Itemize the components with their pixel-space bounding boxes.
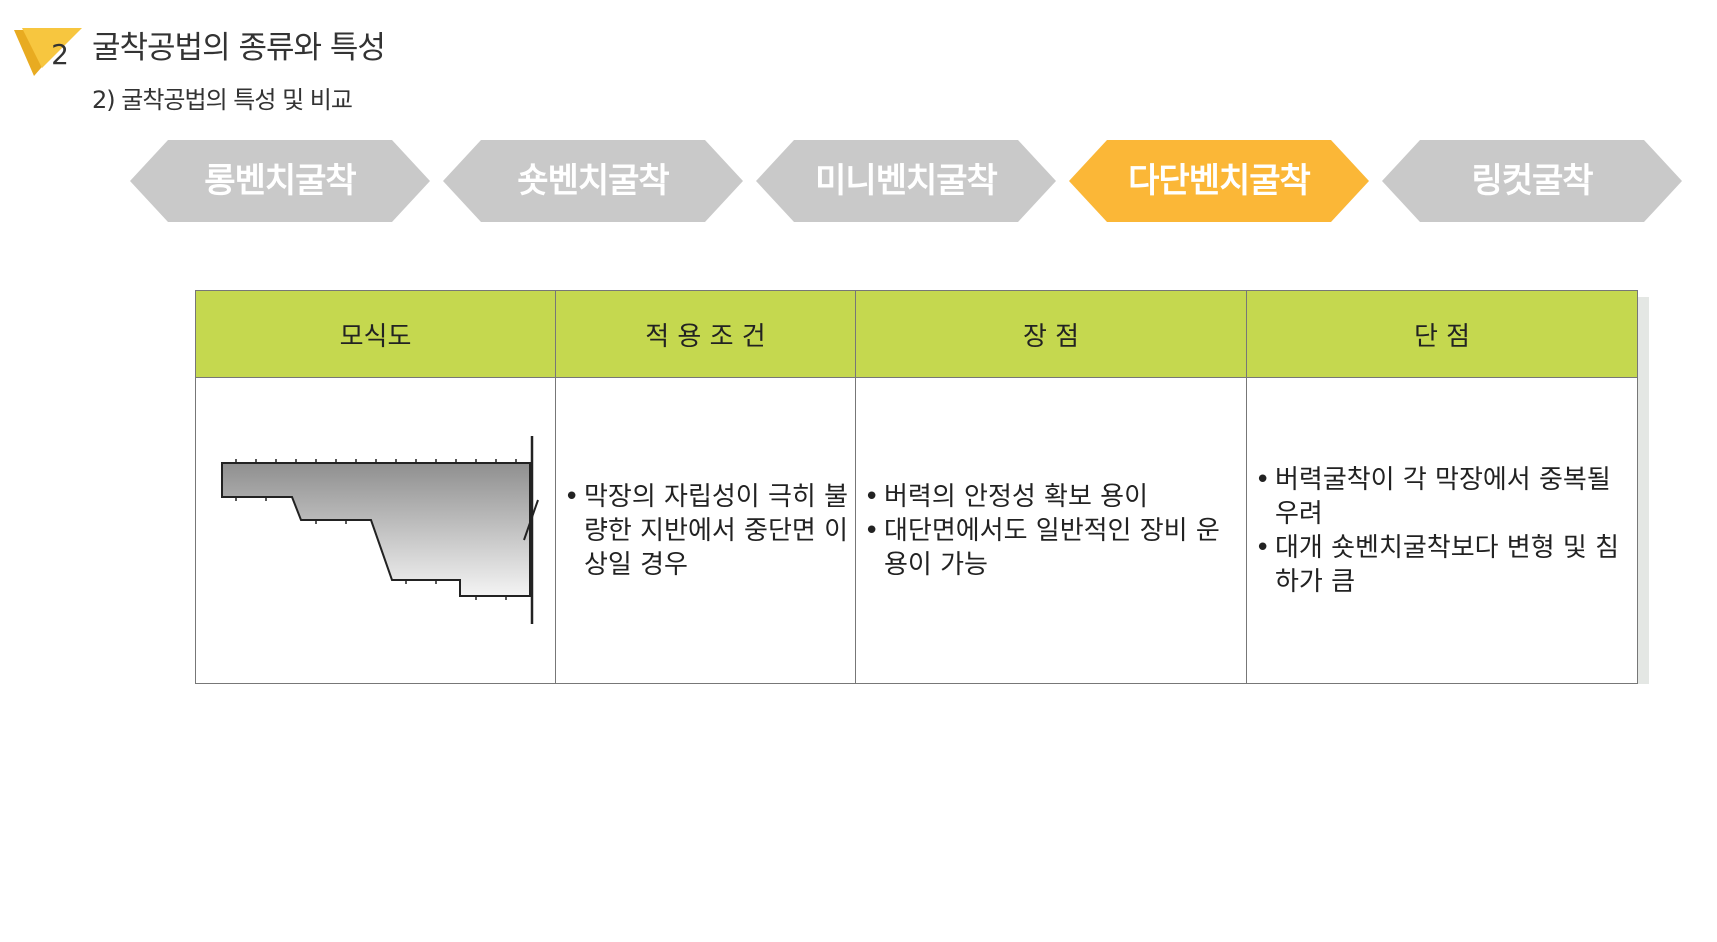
disadvantages-list: 버력굴착이 각 막장에서 중복될 우려 대개 숏벤치굴착보다 변형 및 침하가 … <box>1253 463 1631 599</box>
list-item: 대개 숏벤치굴착보다 변형 및 침하가 큼 <box>1253 531 1631 599</box>
list-item: 버력의 안정성 확보 용이 <box>862 480 1240 514</box>
tab-ring-cut[interactable]: 링컷굴착 <box>1382 140 1682 222</box>
section-number: 2 <box>51 38 69 71</box>
table-header-row: 모식도 적 용 조 건 장 점 단 점 <box>195 290 1638 378</box>
multi-bench-excavation-diagram <box>221 436 539 624</box>
list-item: 막장의 자립성이 극히 불량한 지반에서 중단면 이상일 경우 <box>562 480 849 582</box>
section-title: 굴착공법의 종류와 특성 <box>92 30 386 66</box>
yellow-triangle-icon <box>14 28 82 76</box>
disadvantages-cell: 버력굴착이 각 막장에서 중복될 우려 대개 숏벤치굴착보다 변형 및 침하가 … <box>1246 377 1638 684</box>
tab-mini-bench[interactable]: 미니벤치굴착 <box>756 140 1056 222</box>
list-item: 대단면에서도 일반적인 장비 운용이 가능 <box>862 514 1240 582</box>
table-row: 막장의 자립성이 극히 불량한 지반에서 중단면 이상일 경우 버력의 안정성 … <box>195 377 1638 684</box>
section-badge: 2 <box>14 20 86 76</box>
advantages-cell: 버력의 안정성 확보 용이 대단면에서도 일반적인 장비 운용이 가능 <box>855 377 1247 684</box>
header-conditions: 적 용 조 건 <box>555 290 856 378</box>
list-item: 버력굴착이 각 막장에서 중복될 우려 <box>1253 463 1631 531</box>
advantages-list: 버력의 안정성 확보 용이 대단면에서도 일반적인 장비 운용이 가능 <box>862 480 1240 582</box>
tab-label: 미니벤치굴착 <box>815 161 998 201</box>
header-advantages: 장 점 <box>855 290 1247 378</box>
tab-short-bench[interactable]: 숏벤치굴착 <box>443 140 743 222</box>
tab-multi-bench[interactable]: 다단벤치굴착 <box>1069 140 1369 222</box>
header-diagram: 모식도 <box>195 290 556 378</box>
tab-label: 숏벤치굴착 <box>517 161 669 201</box>
method-tabs: 롱벤치굴착 숏벤치굴착 미니벤치굴착 다단벤치굴착 링컷굴착 <box>130 140 1690 222</box>
tab-label: 롱벤치굴착 <box>204 161 356 201</box>
comparison-table: 모식도 적 용 조 건 장 점 단 점 <box>195 290 1638 684</box>
diagram-cell <box>195 377 556 684</box>
tab-long-bench[interactable]: 롱벤치굴착 <box>130 140 430 222</box>
conditions-cell: 막장의 자립성이 극히 불량한 지반에서 중단면 이상일 경우 <box>555 377 856 684</box>
sub-title: 2) 굴착공법의 특성 및 비교 <box>92 86 353 114</box>
conditions-list: 막장의 자립성이 극히 불량한 지반에서 중단면 이상일 경우 <box>562 480 849 582</box>
tab-label: 링컷굴착 <box>1471 161 1593 201</box>
tab-label: 다단벤치굴착 <box>1128 161 1311 201</box>
header-disadvantages: 단 점 <box>1246 290 1638 378</box>
